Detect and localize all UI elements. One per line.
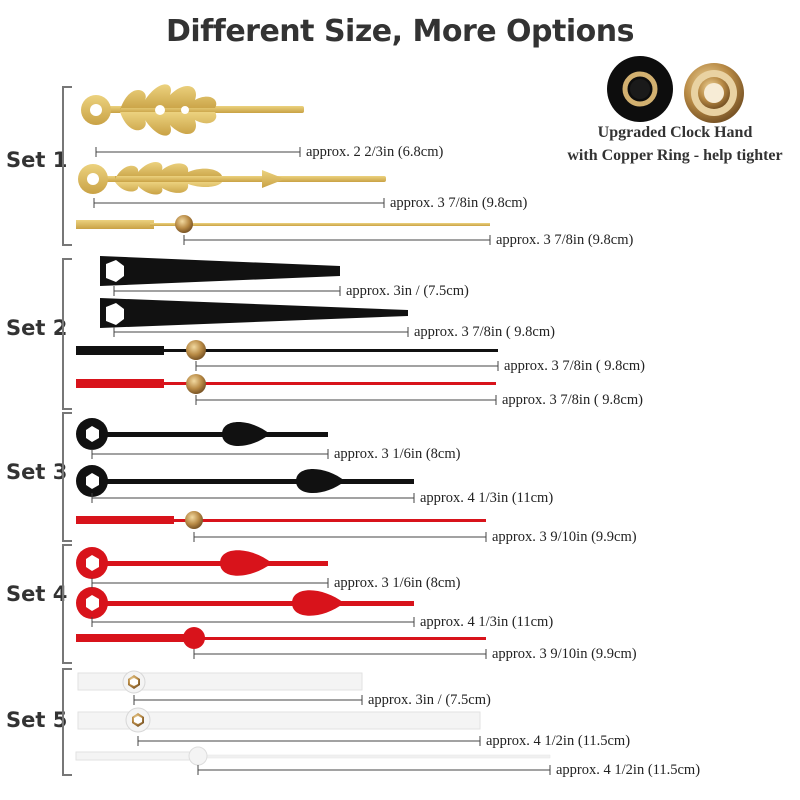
set-4-bracket — [62, 544, 72, 664]
set-2-minute-measure: approx. 3 7/8in ( 9.8cm) — [414, 324, 555, 340]
set-5-second-measure: approx. 4 1/2in (11.5cm) — [556, 762, 701, 778]
page-title: Different Size, More Options — [166, 14, 634, 49]
set-4-second-measure: approx. 3 9/10in (9.9cm) — [492, 646, 637, 662]
set-3-black-minute-hand — [76, 465, 414, 497]
set-5-bracket — [62, 668, 72, 776]
black-copper-ring-icon — [607, 56, 673, 122]
set-1-ornate-hour-hand — [81, 84, 304, 136]
set-3-second-measure: approx. 3 9/10in (9.9cm) — [492, 529, 637, 545]
set-1-minute-measure: approx. 3 7/8in (9.8cm) — [390, 195, 528, 211]
set-1-second-hand — [76, 215, 490, 233]
set-2-black-second-hand — [76, 340, 498, 360]
set-2-bracket — [62, 258, 72, 410]
set-2-hour-measure: approx. 3in / (7.5cm) — [346, 283, 469, 299]
set-5-white-hour-hand — [77, 670, 363, 694]
set-1-second-measure: approx. 3 7/8in (9.8cm) — [496, 232, 634, 248]
set-2-red-second-measure: approx. 3 7/8in ( 9.8cm) — [502, 392, 643, 408]
set-5-white-second-hand — [75, 746, 551, 766]
set-3-black-hour-hand — [76, 418, 328, 450]
set-5-white-minute-hand — [77, 707, 481, 733]
dimension-lines — [91, 147, 551, 775]
set-3-bracket — [62, 412, 72, 542]
set-4-red-minute-hand — [76, 587, 414, 619]
set-5-hour-measure: approx. 3in / (7.5cm) — [368, 692, 491, 708]
set-4-hour-measure: approx. 3 1/6in (8cm) — [334, 575, 461, 591]
set-4-red-second-hand — [76, 627, 486, 649]
set-3-label: Set 3 — [6, 460, 68, 484]
set-3-minute-measure: approx. 4 1/3in (11cm) — [420, 490, 554, 506]
set-1-ornate-minute-hand — [78, 162, 386, 195]
set-2-black-second-measure: approx. 3 7/8in ( 9.8cm) — [504, 358, 645, 374]
set-1-bracket — [62, 86, 72, 246]
set-5-minute-measure: approx. 4 1/2in (11.5cm) — [486, 733, 631, 749]
set-3-red-second-hand — [76, 511, 486, 529]
set-2-label: Set 2 — [6, 316, 68, 340]
set-2-red-second-hand — [76, 374, 496, 394]
set-4-minute-measure: approx. 4 1/3in (11cm) — [420, 614, 554, 630]
set-2-black-hour-hand — [100, 256, 340, 286]
copper-ring-icon — [684, 63, 744, 123]
set-4-red-hour-hand — [76, 547, 328, 579]
upgrade-note-line-1: Upgraded Clock Hand — [597, 124, 753, 141]
upgrade-note-line-2: with Copper Ring - help tighter — [567, 147, 783, 164]
set-5-label: Set 5 — [6, 708, 68, 732]
set-2-black-minute-hand — [100, 298, 408, 328]
set-4-label: Set 4 — [6, 582, 68, 606]
set-1-label: Set 1 — [6, 148, 68, 172]
set-1-hour-measure: approx. 2 2/3in (6.8cm) — [306, 144, 444, 160]
set-3-hour-measure: approx. 3 1/6in (8cm) — [334, 446, 461, 462]
